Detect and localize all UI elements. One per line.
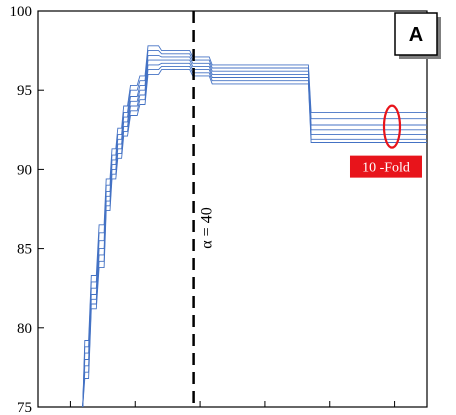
series-line	[82, 69, 427, 408]
series-line	[82, 54, 427, 408]
y-tick-label: 95	[17, 83, 32, 99]
series-line	[82, 59, 427, 408]
series-line	[82, 65, 427, 408]
panel-label-box	[394, 12, 438, 56]
x-axis	[69, 401, 396, 407]
panel-label: A	[409, 24, 423, 46]
y-tick-label: 80	[17, 321, 32, 337]
series-line	[82, 62, 427, 408]
fold-label: 10 -Fold	[362, 161, 410, 176]
y-tick-label: 75	[17, 400, 32, 415]
y-tick-label: 85	[17, 242, 32, 258]
fold-label-box	[349, 155, 422, 178]
series-line	[82, 45, 427, 408]
y-tick-label: 100	[10, 4, 33, 20]
plot-frame	[37, 10, 428, 408]
y-axis: 75 80 85 90 95 100	[10, 4, 44, 415]
fold-highlight-ellipse	[382, 104, 402, 149]
series-group	[82, 45, 427, 408]
series-line	[82, 50, 427, 408]
alpha-label: α = 40	[199, 207, 216, 248]
y-tick-label: 90	[17, 162, 32, 178]
